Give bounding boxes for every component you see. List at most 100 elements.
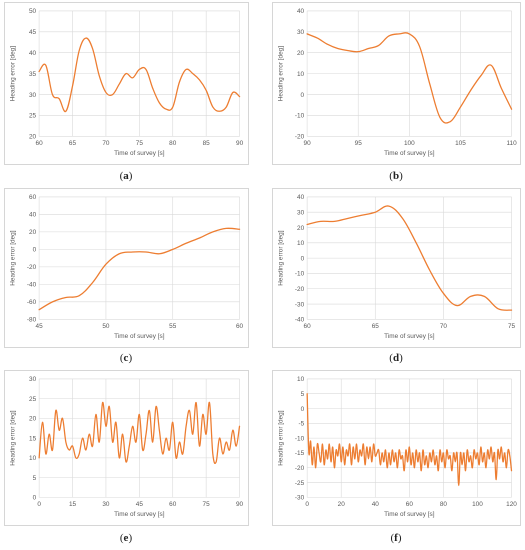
panel-label-c: (c) xyxy=(119,352,133,364)
panel-label-a: (a) xyxy=(119,170,133,182)
y-tick-label: -20 xyxy=(27,264,37,271)
chart-svg-e: 0 5 10 15 20 25 30 0 15 30 45 60 75 90 Time of survey … xyxy=(9,376,244,518)
y-tick-label: -20 xyxy=(295,134,305,141)
y-tick-label: 40 xyxy=(29,212,37,219)
y-tick-label: -40 xyxy=(27,282,37,289)
series-line xyxy=(38,37,241,113)
y-tick-label: 45 xyxy=(29,29,37,36)
x-tick-label: 90 xyxy=(236,501,244,508)
y-tick-label: -30 xyxy=(295,301,305,308)
x-tick-label: 60 xyxy=(406,501,414,508)
x-tick-label: 50 xyxy=(102,323,110,330)
x-tick-label: 45 xyxy=(136,501,144,508)
chart-svg-a: 20 25 30 35 40 45 50 60 65 70 75 80 85 90 Time of surv… xyxy=(9,8,244,157)
y-tick-label: 40 xyxy=(297,8,305,15)
x-tick-label: 15 xyxy=(69,501,77,508)
y-tick-label: 30 xyxy=(297,209,305,216)
y-tick-label: 25 xyxy=(29,113,37,120)
y-tick-label: 15 xyxy=(29,435,37,442)
y-axis-label: Heading error [deg] xyxy=(9,230,16,285)
y-tick-label: -10 xyxy=(295,435,305,442)
x-tick-label: 105 xyxy=(455,140,466,147)
x-tick-label: 70 xyxy=(102,140,110,147)
y-tick-label: -10 xyxy=(295,113,305,120)
y-tick-label: 0 xyxy=(301,406,305,413)
y-tick-label: 20 xyxy=(29,229,37,236)
chart-svg-b: -20 -10 0 10 20 30 40 90 95 100 105 110 Time of surv… xyxy=(277,8,517,157)
x-tick-label: 40 xyxy=(372,501,380,508)
x-tick-label: 100 xyxy=(404,140,415,147)
y-tick-label: 30 xyxy=(29,376,37,383)
series-line xyxy=(306,205,513,311)
y-tick-label: -80 xyxy=(27,317,37,324)
x-axis-label: Time of survey [s] xyxy=(384,150,435,157)
y-tick-label: 10 xyxy=(297,376,305,383)
x-tick-label: 70 xyxy=(440,323,448,330)
y-tick-label: 35 xyxy=(29,71,37,78)
y-tick-label: 40 xyxy=(29,50,37,57)
x-tick-label: 20 xyxy=(338,501,346,508)
x-tick-label: 60 xyxy=(169,501,177,508)
chart-svg-d: -40 -30 -20 -10 0 10 20 30 40 60 65 70 75 Time of sur… xyxy=(277,194,516,340)
y-axis-label: Heading error [deg] xyxy=(9,46,16,101)
x-tick-label: 110 xyxy=(506,140,517,147)
series-line xyxy=(306,32,513,124)
y-axis-label: Heading error [deg] xyxy=(277,410,284,465)
y-tick-label: 50 xyxy=(29,8,37,15)
panel-label-b: (b) xyxy=(389,170,403,182)
panel-label-d: (d) xyxy=(389,352,403,364)
y-tick-label: 30 xyxy=(29,92,37,99)
chart-panel-b: -20 -10 0 10 20 30 40 90 95 100 105 110 Time of surv… xyxy=(272,2,521,165)
x-axis-label: Time of survey [s] xyxy=(114,333,165,340)
y-tick-label: 0 xyxy=(301,92,305,99)
y-tick-label: -5 xyxy=(298,421,304,428)
x-tick-label: 75 xyxy=(136,140,144,147)
y-tick-label: -40 xyxy=(295,317,305,324)
x-tick-label: 30 xyxy=(102,501,110,508)
series-line xyxy=(38,227,241,311)
x-tick-label: 90 xyxy=(236,140,244,147)
x-axis-label: Time of survey [s] xyxy=(384,511,435,518)
x-tick-label: 0 xyxy=(305,501,309,508)
y-tick-label: 0 xyxy=(33,247,37,254)
x-tick-label: 60 xyxy=(36,140,44,147)
x-tick-label: 60 xyxy=(236,323,244,330)
series-line xyxy=(306,393,513,487)
y-tick-label: 25 xyxy=(29,396,37,403)
x-tick-label: 80 xyxy=(440,501,448,508)
y-axis-label: Heading error [deg] xyxy=(277,46,284,101)
y-tick-label: 10 xyxy=(297,71,305,78)
x-tick-label: 85 xyxy=(203,140,211,147)
y-tick-label: 60 xyxy=(29,194,37,201)
y-tick-label: 20 xyxy=(29,134,37,141)
y-tick-label: 40 xyxy=(297,194,305,201)
chart-svg-c: -80 -60 -40 -20 0 20 40 60 45 50 55 60 Time of surve… xyxy=(9,194,244,340)
y-tick-label: 0 xyxy=(301,255,305,262)
y-tick-label: -20 xyxy=(295,286,305,293)
x-tick-label: 90 xyxy=(304,140,312,147)
y-tick-label: 20 xyxy=(297,225,305,232)
x-tick-label: 75 xyxy=(508,323,516,330)
x-axis-label: Time of survey [s] xyxy=(114,511,165,518)
panel-label-f: (f) xyxy=(390,532,402,544)
y-tick-label: 10 xyxy=(29,455,37,462)
y-axis-label: Heading error [deg] xyxy=(277,230,284,285)
chart-panel-d: -40 -30 -20 -10 0 10 20 30 40 60 65 70 75 Time of sur… xyxy=(272,188,521,348)
y-tick-label: -15 xyxy=(295,450,305,457)
panel-label-e: (e) xyxy=(119,532,133,544)
y-tick-label: 20 xyxy=(29,416,37,423)
x-tick-label: 65 xyxy=(69,140,77,147)
y-tick-label: -10 xyxy=(295,271,305,278)
x-tick-label: 65 xyxy=(372,323,380,330)
x-tick-label: 120 xyxy=(506,501,517,508)
x-tick-label: 95 xyxy=(355,140,363,147)
y-tick-label: -20 xyxy=(295,465,305,472)
y-tick-label: -30 xyxy=(295,495,305,502)
chart-panel-f: -30 -25 -20 -15 -10 -5 0 5 10 0 20 40 60 80 100 120 Time… xyxy=(272,370,521,526)
chart-panel-e: 0 5 10 15 20 25 30 0 15 30 45 60 75 90 Time of survey … xyxy=(4,370,249,526)
x-tick-label: 100 xyxy=(472,501,483,508)
y-tick-label: 5 xyxy=(33,475,37,482)
y-tick-label: -25 xyxy=(295,480,305,487)
y-tick-label: -60 xyxy=(27,299,37,306)
